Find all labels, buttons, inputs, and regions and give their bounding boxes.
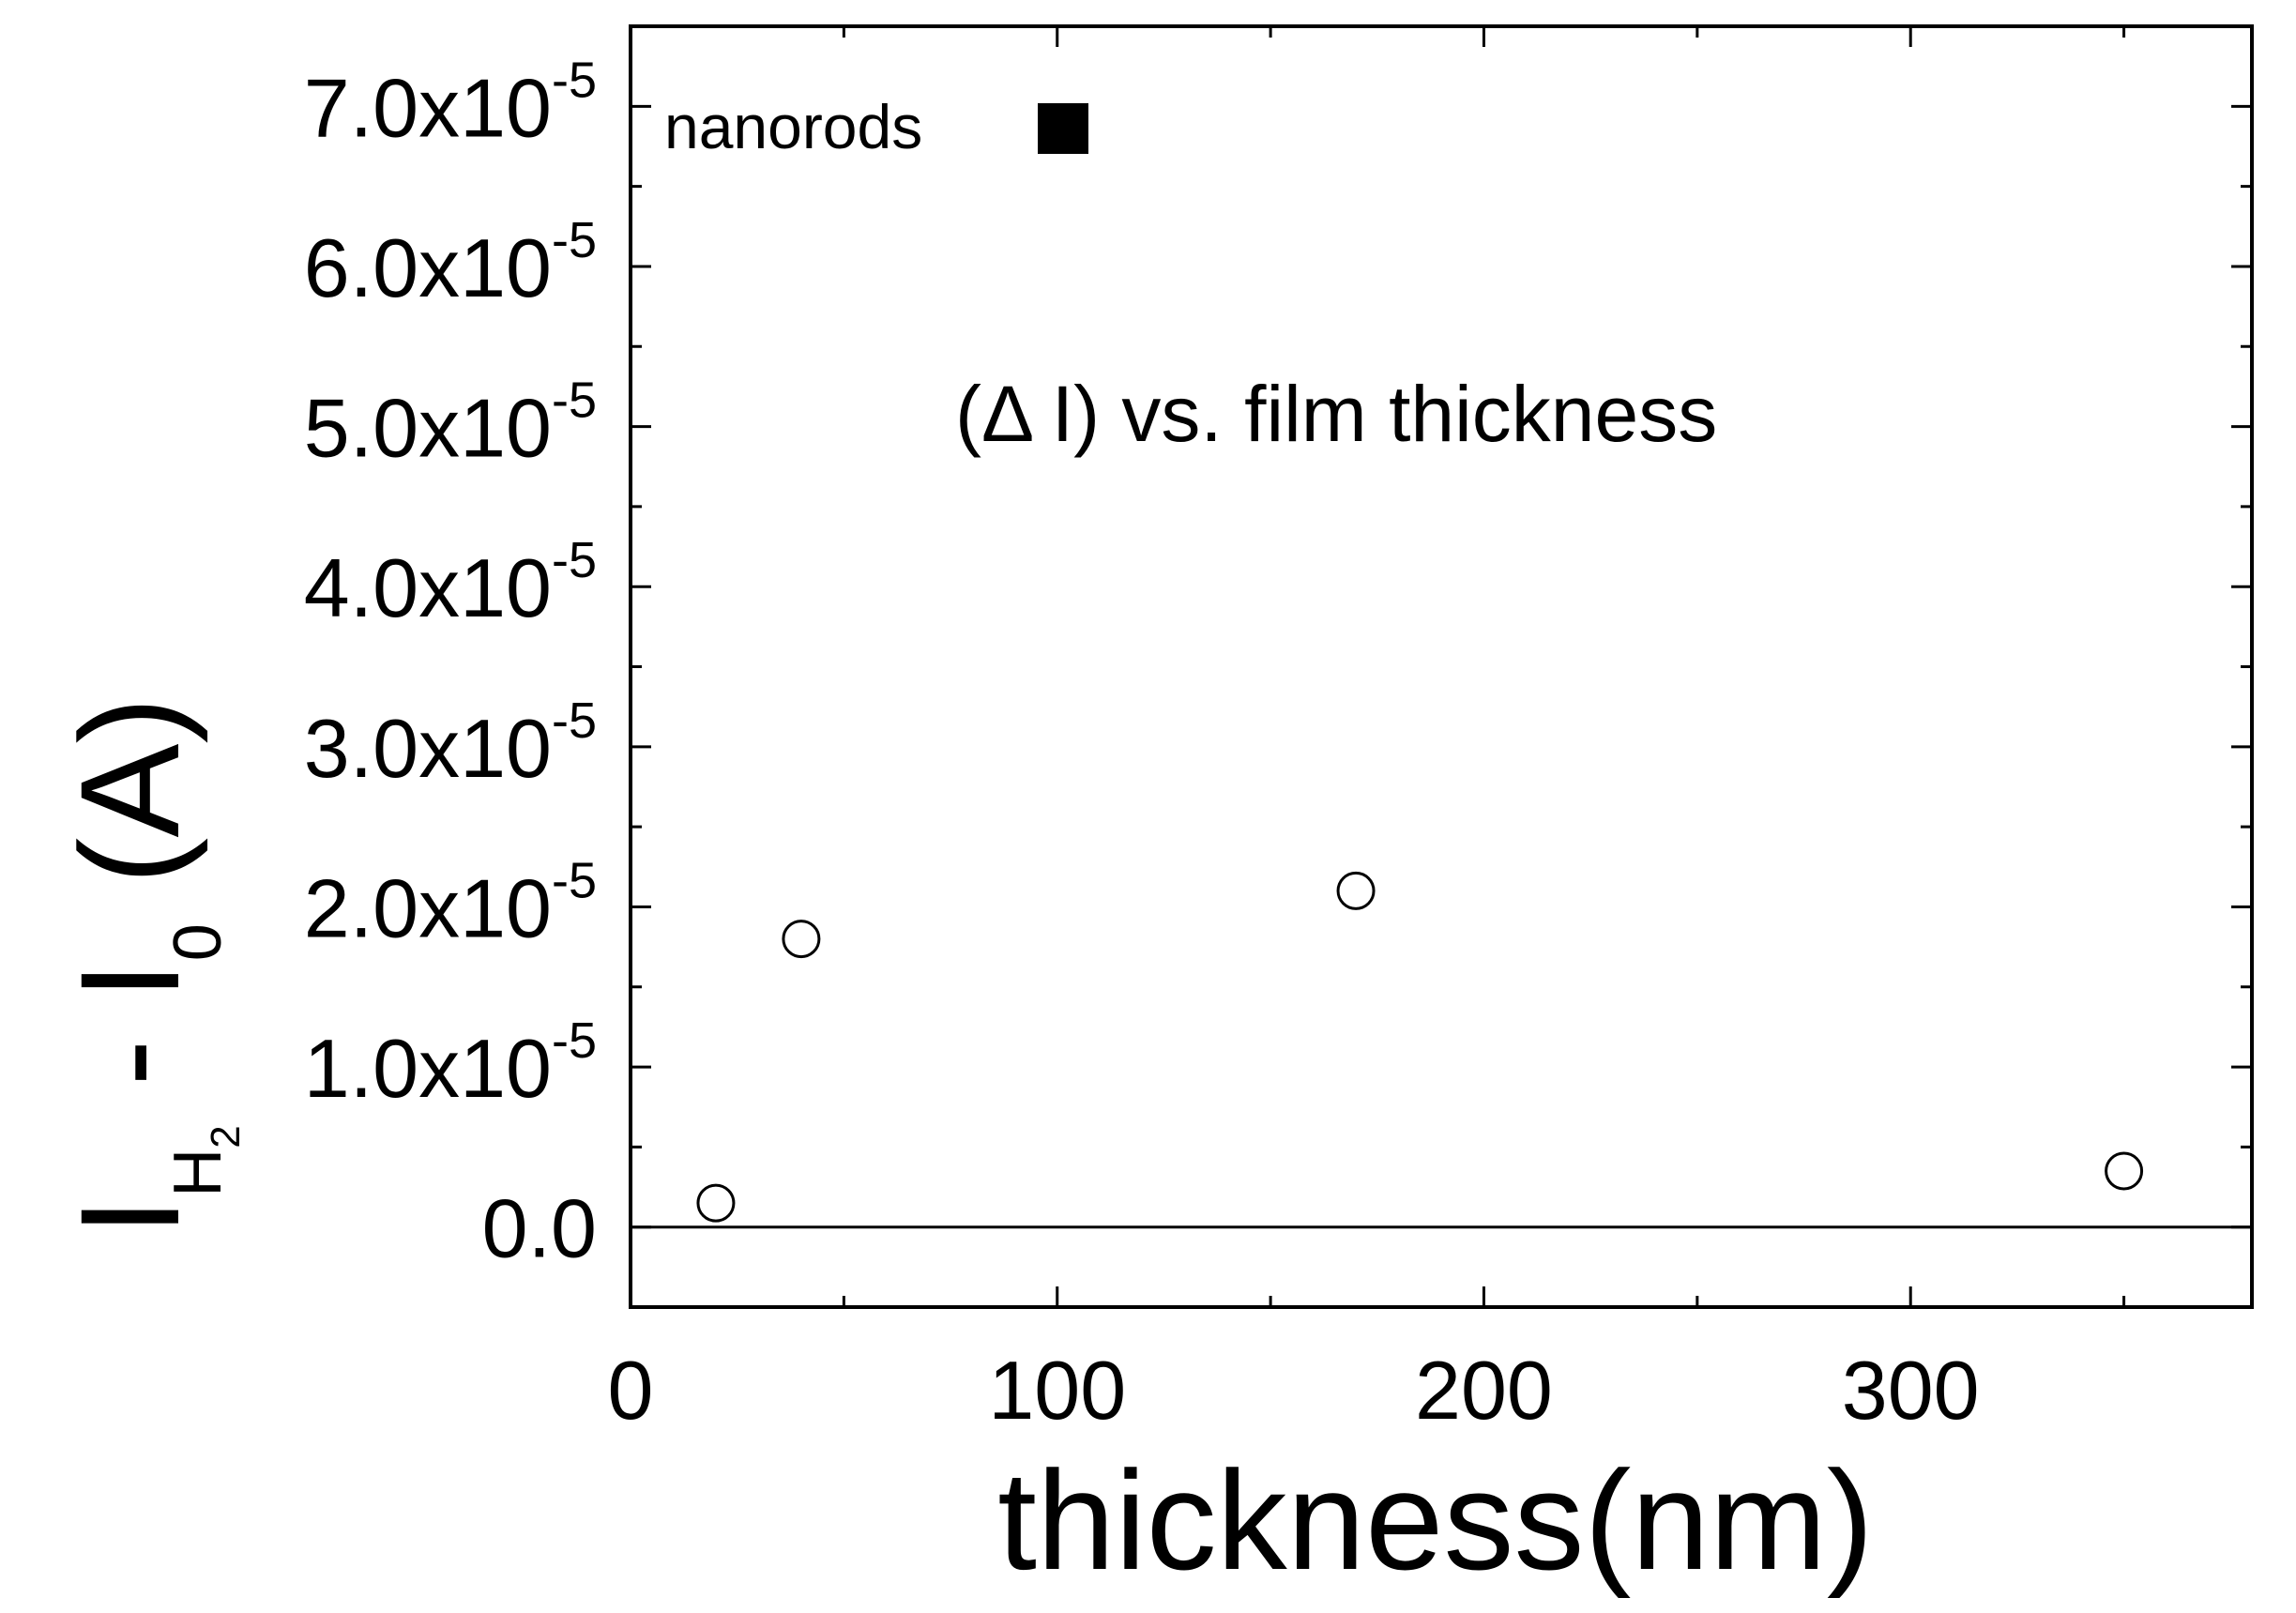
data-point bbox=[2105, 1151, 2144, 1191]
legend-marker bbox=[1038, 103, 1088, 154]
y-tick-label: 2.0x10-5 bbox=[304, 852, 597, 954]
x-tick-label: 300 bbox=[1842, 1344, 1980, 1437]
x-tick-labels: 0 100 200 300 bbox=[608, 1344, 1980, 1437]
chart-annotation: (Δ I) vs. film thickness bbox=[955, 370, 1717, 458]
y-label-sub-2: 2 bbox=[203, 1125, 249, 1148]
y-tick-label: 7.0x10-5 bbox=[304, 52, 597, 154]
y-label-current: I bbox=[51, 1197, 208, 1237]
y-tick-label: 4.0x10-5 bbox=[304, 532, 597, 634]
y-label-sub-0: 0 bbox=[160, 923, 236, 961]
y-label-sub-h: H bbox=[160, 1149, 236, 1197]
y-tick-label: 3.0x10-5 bbox=[304, 692, 597, 795]
plot-frame bbox=[629, 24, 2254, 1309]
x-axis-label: thickness(nm) bbox=[997, 1441, 1874, 1599]
y-label-minus-i: - I bbox=[51, 961, 208, 1125]
axis-ticks bbox=[629, 26, 2252, 1307]
x-tick-label: 200 bbox=[1415, 1344, 1553, 1437]
data-point bbox=[782, 920, 821, 959]
y-tick-label: 5.0x10-5 bbox=[304, 373, 597, 475]
data-point bbox=[1336, 871, 1376, 910]
data-points bbox=[696, 871, 2144, 1223]
legend-label: nanorods bbox=[664, 92, 922, 161]
x-tick-label: 0 bbox=[608, 1344, 654, 1437]
y-tick-label: 6.0x10-5 bbox=[304, 212, 597, 314]
y-label-unit: (A) bbox=[51, 697, 208, 924]
y-tick-label: 0.0 bbox=[482, 1182, 597, 1275]
y-tick-label: 1.0x10-5 bbox=[304, 1012, 597, 1115]
y-axis-label: IH2 - I0 (A) bbox=[51, 697, 249, 1237]
data-point bbox=[696, 1183, 736, 1223]
x-tick-label: 100 bbox=[988, 1344, 1126, 1437]
y-tick-labels: 0.0 1.0x10-5 2.0x10-5 3.0x10-5 4.0x10-5 5.0x1… bbox=[304, 52, 597, 1274]
